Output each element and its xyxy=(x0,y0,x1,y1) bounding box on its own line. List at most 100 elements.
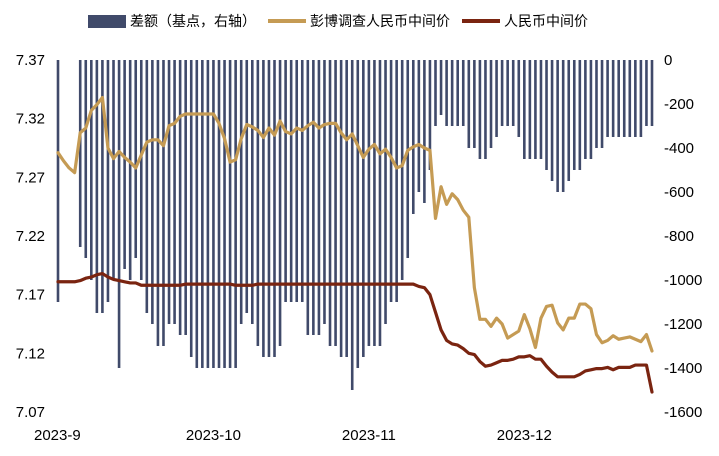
bar-spread-7 xyxy=(95,60,99,313)
legend: 差额（基点，右轴） 彭博调查人民币中间价 人民币中间价 xyxy=(88,11,600,31)
bar-spread-101 xyxy=(617,60,620,137)
right-tick-label-6: -1200 xyxy=(664,316,702,333)
bar-spread-44 xyxy=(300,60,304,302)
left-tick-label-5: 7.12 xyxy=(16,345,45,362)
legend-item-spread: 差额（基点，右轴） xyxy=(88,11,256,31)
legend-label-survey: 彭博调查人民币中间价 xyxy=(310,14,450,30)
x-tick-label-1: 2023-10 xyxy=(186,427,241,444)
bar-spread-43 xyxy=(295,60,299,302)
bar-spread-51 xyxy=(339,60,343,357)
bar-spread-48 xyxy=(323,60,326,324)
bar-spread-94 xyxy=(578,60,582,170)
bar-spread-67 xyxy=(428,60,432,170)
bar-spread-87 xyxy=(539,60,543,159)
bar-spread-19 xyxy=(162,60,165,346)
bar-spread-80 xyxy=(500,60,504,126)
right-tick-label-7: -1400 xyxy=(664,360,702,377)
bar-spread-72 xyxy=(456,60,459,126)
bar-spread-73 xyxy=(461,60,465,126)
left-tick-label-6: 7.07 xyxy=(16,404,45,421)
left-tick-label-1: 7.32 xyxy=(16,111,45,128)
bar-spread-57 xyxy=(373,60,376,346)
bar-spread-42 xyxy=(289,60,293,302)
bar-spread-4 xyxy=(78,60,82,247)
bar-spread-5 xyxy=(84,60,88,258)
line-cny-fixing xyxy=(56,271,654,394)
bar-spread-24 xyxy=(189,60,193,357)
legend-swatch-spread xyxy=(88,14,126,28)
right-tick-label-0: 0 xyxy=(664,52,672,69)
bar-spread-46 xyxy=(312,60,315,335)
bar-spread-86 xyxy=(534,60,537,159)
bar-spread-9 xyxy=(106,60,110,302)
bar-spread-25 xyxy=(195,60,199,368)
bar-spread-85 xyxy=(528,60,532,159)
legend-item-fixing: 人民币中间价 xyxy=(462,11,588,31)
bar-spread-74 xyxy=(467,60,471,148)
bar-spread-61 xyxy=(395,60,398,302)
bar-spread-17 xyxy=(151,60,154,324)
bar-spread-36 xyxy=(256,60,260,346)
bar-spread-77 xyxy=(484,60,487,159)
bar-spread-32 xyxy=(234,60,237,368)
bar-spread-55 xyxy=(362,60,365,357)
left-tick-label-3: 7.22 xyxy=(16,228,45,245)
bar-spread-23 xyxy=(184,60,187,335)
bar-spread-100 xyxy=(611,60,615,137)
bar-spread-65 xyxy=(417,60,421,192)
bar-spread-50 xyxy=(334,60,337,346)
bar-spread-47 xyxy=(317,60,321,335)
legend-swatch-fixing xyxy=(462,19,500,23)
bar-spread-8 xyxy=(101,60,104,313)
bar-spread-11 xyxy=(117,60,121,368)
bar-spread-31 xyxy=(228,60,232,368)
bar-spread-89 xyxy=(550,60,554,181)
bar-spread-41 xyxy=(284,60,287,302)
legend-item-survey: 彭博调查人民币中间价 xyxy=(268,11,450,31)
bar-spread-12 xyxy=(123,60,126,269)
bar-spread-69 xyxy=(439,60,443,115)
bar-spread-93 xyxy=(572,60,576,170)
bar-spread-26 xyxy=(201,60,204,368)
bar-spread-82 xyxy=(511,60,515,126)
left-tick-label-4: 7.17 xyxy=(16,287,45,304)
right-tick-label-8: -1600 xyxy=(664,404,702,421)
bar-spread-75 xyxy=(473,60,476,148)
bar-spread-37 xyxy=(262,60,265,357)
bar-spread-107 xyxy=(650,60,654,126)
bar-spread-92 xyxy=(567,60,571,181)
right-tick-label-5: -1000 xyxy=(664,272,702,289)
x-tick-label-2: 2023-11 xyxy=(342,427,396,444)
bar-spread-13 xyxy=(128,60,132,280)
bar-spread-38 xyxy=(267,60,271,357)
bar-spread-56 xyxy=(367,60,371,346)
bar-spread-39 xyxy=(273,60,276,357)
bar-spread-88 xyxy=(545,60,548,170)
bar-spread-22 xyxy=(178,60,182,335)
bar-spread-35 xyxy=(251,60,254,324)
bar-spread-103 xyxy=(628,60,632,137)
bar-spread-66 xyxy=(423,60,426,203)
bar-spread-59 xyxy=(384,60,387,324)
bar-spread-70 xyxy=(445,60,448,126)
bar-spread-104 xyxy=(634,60,637,137)
bar-spread-68 xyxy=(434,60,437,126)
bar-spread-99 xyxy=(606,60,609,137)
bar-spread-53 xyxy=(350,60,354,390)
bar-spread-78 xyxy=(489,60,493,148)
bar-spread-83 xyxy=(517,60,521,137)
legend-swatch-survey xyxy=(268,19,306,23)
bar-spread-21 xyxy=(173,60,176,324)
bar-spread-60 xyxy=(389,60,393,302)
right-tick-label-4: -800 xyxy=(664,228,694,245)
x-axis: 2023-9 2023-10 2023-11 2023-12 xyxy=(34,427,552,444)
bar-spread-14 xyxy=(134,60,138,258)
legend-label-fixing: 人民币中间价 xyxy=(504,14,588,30)
bar-spread-18 xyxy=(156,60,160,346)
left-tick-label-2: 7.27 xyxy=(16,169,45,186)
bar-series-spread xyxy=(56,60,654,390)
legend-label-spread: 差额（基点，右轴） xyxy=(130,14,256,30)
bar-spread-91 xyxy=(561,60,565,192)
bar-spread-98 xyxy=(600,60,604,148)
